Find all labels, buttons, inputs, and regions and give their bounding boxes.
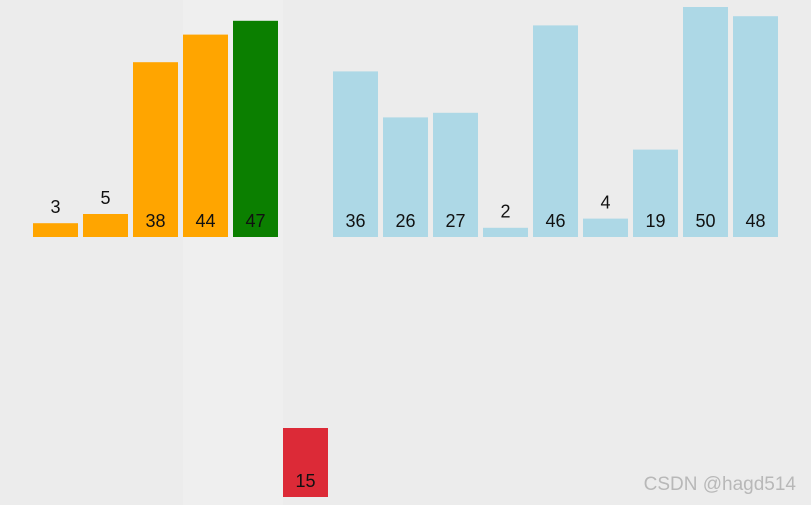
- bar: [283, 428, 328, 497]
- bar: [83, 214, 128, 237]
- value-label: 5: [100, 188, 110, 208]
- bar: [583, 218, 628, 237]
- value-label: 26: [395, 211, 415, 231]
- bar: [33, 223, 78, 237]
- value-label: 4: [600, 192, 610, 212]
- value-label: 46: [545, 211, 565, 231]
- bar: [183, 34, 228, 237]
- value-label: 47: [245, 211, 265, 231]
- value-label: 3: [50, 197, 60, 217]
- bar: [683, 7, 728, 237]
- bar: [483, 227, 528, 237]
- value-label: 19: [645, 211, 665, 231]
- bar: [633, 149, 678, 237]
- bar: [333, 71, 378, 238]
- watermark: CSDN @hagd514: [644, 474, 797, 495]
- value-label: 48: [745, 211, 765, 231]
- bar: [533, 25, 578, 238]
- bar: [233, 20, 278, 237]
- value-label: 50: [695, 211, 715, 231]
- value-label: 27: [445, 211, 465, 231]
- bar: [133, 62, 178, 238]
- bar: [433, 112, 478, 237]
- value-label: 36: [345, 211, 365, 231]
- value-label: 15: [295, 471, 315, 491]
- bar: [733, 16, 778, 238]
- value-label: 38: [145, 211, 165, 231]
- bar: [383, 117, 428, 237]
- value-label: 44: [195, 211, 215, 231]
- value-label: 2: [500, 202, 510, 222]
